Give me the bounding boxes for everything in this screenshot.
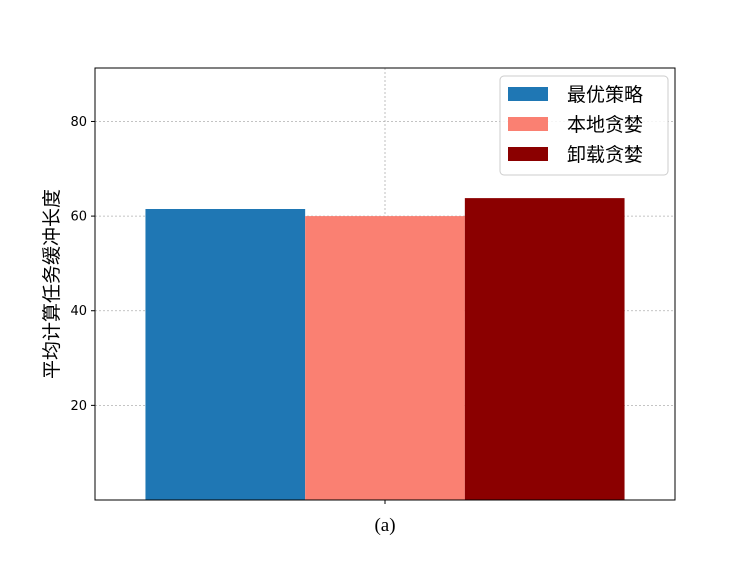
legend-swatch (508, 87, 548, 101)
y-tick-label: 40 (70, 304, 87, 319)
legend-label: 本地贪婪 (567, 114, 643, 136)
x-axis-ticks: (a) (374, 500, 396, 536)
x-category-label: (a) (374, 515, 395, 536)
bar-2 (305, 216, 465, 500)
y-tick-label: 80 (70, 115, 87, 130)
legend-swatch (508, 117, 548, 131)
bar-1 (145, 209, 306, 500)
bar-3 (464, 198, 625, 500)
y-tick-label: 60 (70, 210, 87, 225)
legend-label: 最优策略 (567, 84, 643, 106)
legend-swatch (508, 147, 548, 161)
bars (145, 198, 625, 500)
legend-label: 卸载贪婪 (567, 144, 643, 166)
y-axis-ticks: 20 40 60 80 (70, 115, 95, 414)
y-axis-label: 平均计算任务缓冲长度 (41, 189, 63, 379)
y-tick-label: 20 (70, 399, 87, 414)
